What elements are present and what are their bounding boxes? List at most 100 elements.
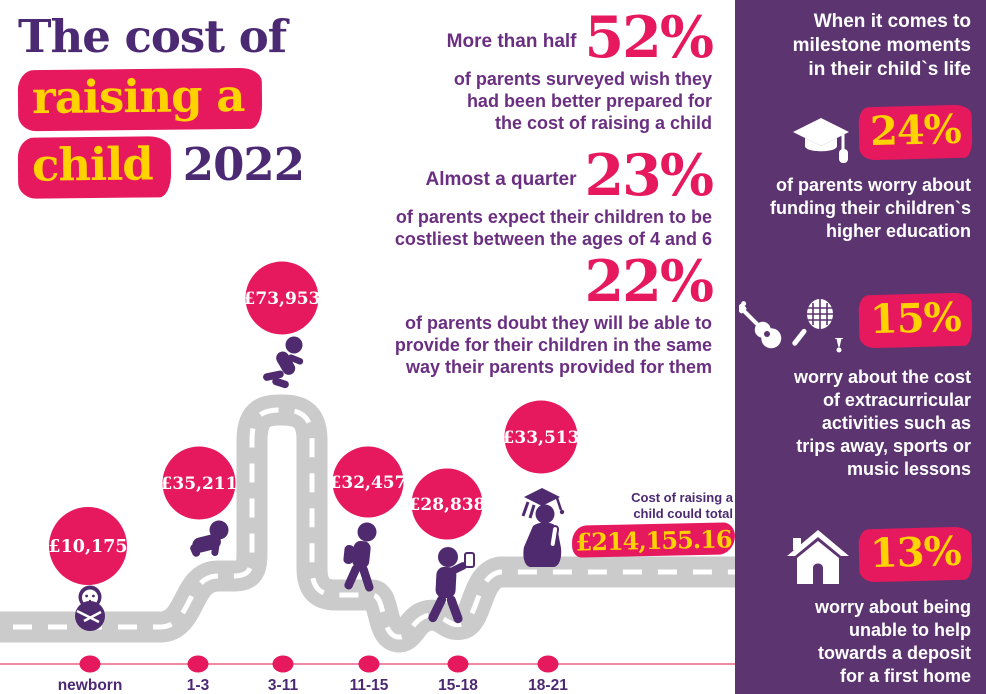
sidebar-item-text: worry about being unable to help towards…	[743, 596, 971, 688]
age-axis-dots	[79, 655, 559, 673]
stat-lead: Almost a quarter	[425, 169, 577, 190]
stat-line: way their parents provided for them	[405, 357, 712, 377]
milestones-sidebar: When it comes to milestone moments in th…	[735, 0, 986, 694]
cost-bubble-label: £73,953	[244, 289, 321, 309]
sidebar-text-line: worry about being	[814, 597, 971, 617]
sidebar-text-line: music lessons	[846, 459, 971, 479]
stat-headline: Almost a quarter 23%	[390, 147, 714, 204]
total-caption-line: Cost of raising a	[631, 490, 733, 505]
axis-dot	[272, 655, 294, 673]
stat-line: had been better prepared for	[466, 91, 712, 111]
cost-bubble-3-11: £73,953	[244, 261, 321, 335]
age-axis-labels: newborn 1-3 3-11 11-15 15-18 18-21	[58, 677, 568, 694]
axis-dot	[537, 655, 559, 673]
total-caption-line: child could total	[633, 506, 733, 521]
total-cost-amount: £214,155.16	[571, 522, 736, 558]
sidebar-item-extracurricular: 15% worry about the cost of extracurricu…	[735, 292, 986, 481]
stat-description: of parents surveyed wish they had been b…	[390, 68, 712, 134]
sidebar-stat-value: 24%	[858, 104, 973, 161]
house-icon	[787, 530, 849, 584]
title-year: 2022	[182, 138, 305, 191]
figure-teen-with-phone	[428, 547, 475, 624]
stat-line: of parents doubt they will be able to	[404, 313, 712, 333]
axis-tick-label: 3-11	[268, 677, 299, 694]
title-line-3-highlight: child	[17, 136, 172, 199]
sidebar-stat-value: 13%	[858, 526, 973, 583]
stat-value: 52%	[584, 4, 714, 71]
stat-line: costliest between the ages of 4 and 6	[394, 229, 712, 249]
cost-bubble-label: £28,838	[409, 495, 486, 515]
axis-dot	[79, 655, 101, 673]
sidebar-text-line: activities such as	[821, 413, 971, 433]
stat-block-23: Almost a quarter 23% of parents expect th…	[390, 147, 714, 250]
diploma-scroll-icon	[548, 525, 560, 548]
stat-value: 23%	[584, 142, 714, 209]
sidebar-text-line: higher education	[825, 221, 971, 241]
sidebar-text-line: for a first home	[839, 666, 971, 686]
total-cost-caption: Cost of raising a child could total	[600, 490, 733, 522]
stat-value: 22%	[584, 248, 714, 315]
infographic-title: The cost of raising a child 2022	[17, 10, 348, 199]
stat-headline: More than half 52%	[390, 9, 714, 66]
title-line-1: The cost of	[18, 10, 287, 63]
cost-bubble-label: £33,513	[503, 428, 580, 448]
graduation-cap-icon	[793, 118, 849, 163]
sidebar-intro-line: milestone moments	[792, 35, 971, 56]
figure-backpack-child	[343, 522, 377, 592]
title-line-2-highlight: raising a	[17, 67, 263, 132]
stat-description: of parents expect their children to be c…	[390, 206, 712, 250]
figure-climbing-child	[263, 336, 304, 389]
axis-tick-label: 15-18	[438, 677, 478, 694]
road-centerline	[0, 407, 748, 640]
stat-line: of parents expect their children to be	[395, 207, 712, 227]
sidebar-intro-line: in their child`s life	[808, 59, 971, 80]
sidebar-item-header: 24%	[735, 104, 986, 166]
axis-dot	[187, 655, 209, 673]
shuttlecock-icon	[835, 338, 843, 353]
sidebar-item-header: 13%	[735, 526, 986, 588]
tennis-racket-icon	[792, 299, 843, 353]
sidebar-text-line: towards a deposit	[817, 643, 971, 663]
sidebar-item-higher-education: 24% of parents worry about funding their…	[735, 104, 986, 243]
sidebar-item-text: worry about the cost of extracurricular …	[743, 366, 971, 481]
axis-tick-label: 11-15	[350, 677, 389, 694]
stat-lead: More than half	[446, 31, 577, 52]
stat-line: the cost of raising a child	[494, 113, 712, 133]
axis-dot	[447, 655, 469, 673]
stat-block-22: 22% of parents doubt they will be able t…	[390, 253, 714, 378]
cost-bubble-1-3: £35,211	[161, 446, 238, 520]
cost-bubble-18-21: £33,513	[503, 400, 580, 474]
axis-dot	[358, 655, 380, 673]
sidebar-item-first-home: 13% worry about being unable to help tow…	[735, 526, 986, 688]
sidebar-intro-line: When it comes to	[813, 11, 971, 32]
sidebar-item-text: of parents worry about funding their chi…	[743, 174, 971, 243]
axis-tick-label: newborn	[58, 677, 123, 694]
guitar-and-tennis-racket-icon	[739, 299, 843, 353]
guitar-icon	[739, 301, 782, 349]
figure-graduate	[521, 488, 565, 567]
cost-bubble-newborn: £10,175	[48, 507, 128, 585]
sidebar-text-line: of extracurricular	[822, 390, 971, 410]
stat-description: of parents doubt they will be able to pr…	[390, 312, 712, 378]
axis-tick-label: 1-3	[187, 677, 210, 694]
axis-tick-label: 18-21	[528, 677, 568, 694]
sidebar-text-line: worry about the cost	[793, 367, 971, 387]
sidebar-text-line: funding their children`s	[770, 198, 971, 218]
cost-bubble-label: £35,211	[161, 474, 238, 494]
sidebar-text-line: trips away, sports or	[796, 436, 971, 456]
sidebar-item-header: 15%	[735, 292, 986, 358]
sidebar-intro: When it comes to milestone moments in th…	[745, 10, 971, 82]
figure-swaddled-newborn	[75, 585, 105, 631]
cost-journey-chart: newborn 1-3 3-11 11-15 15-18 18-21	[0, 261, 748, 694]
cost-bubble-15-18: £28,838	[409, 468, 486, 540]
stat-block-52: More than half 52% of parents surveyed wi…	[390, 9, 714, 134]
cost-bubble-label: £32,457	[330, 473, 407, 493]
stat-line: of parents surveyed wish they	[453, 69, 712, 89]
figure-crawling-baby	[190, 520, 229, 557]
cost-bubble-label: £10,175	[48, 537, 127, 557]
sidebar-text-line: unable to help	[848, 620, 971, 640]
sidebar-stat-value: 15%	[858, 292, 973, 349]
sidebar-text-line: of parents worry about	[775, 175, 971, 195]
stat-line: provide for their children in the same	[394, 335, 712, 355]
phone-icon	[464, 552, 475, 568]
